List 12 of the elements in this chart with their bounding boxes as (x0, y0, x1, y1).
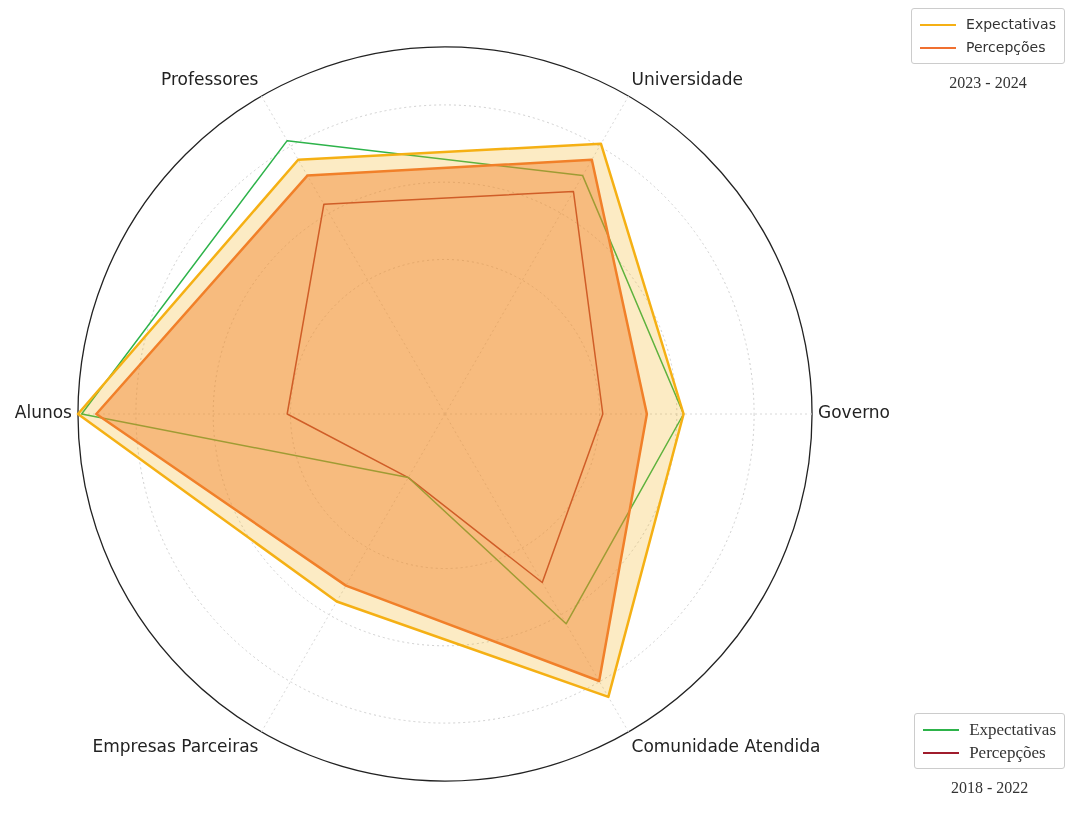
spoke-label: Governo (818, 402, 891, 423)
spoke-label: Universidade (631, 69, 744, 90)
legend-label: Expectativas (969, 719, 1056, 741)
legend-label: Expectativas (966, 15, 1056, 34)
spoke-label: Professores (161, 69, 259, 90)
spoke-label: Comunidade Atendida (631, 735, 821, 756)
legend-label: Percepções (969, 742, 1046, 764)
text: 2023 - 2024 (948, 74, 1028, 92)
spoke-label: Empresas Parceiras (92, 735, 259, 756)
text: 2018 - 2022 (949, 779, 1030, 797)
spoke-label: Alunos (14, 402, 73, 423)
legend-label: Percepções (966, 38, 1046, 57)
